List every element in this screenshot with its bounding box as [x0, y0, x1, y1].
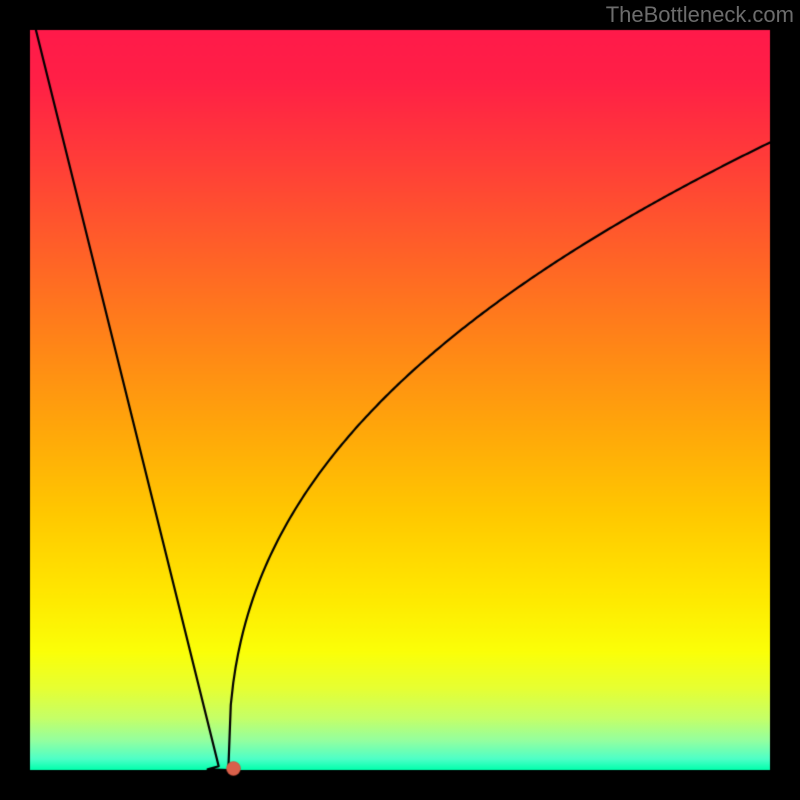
bottleneck-chart-canvas [0, 0, 800, 800]
chart-container: TheBottleneck.com [0, 0, 800, 800]
watermark-text: TheBottleneck.com [606, 2, 794, 28]
